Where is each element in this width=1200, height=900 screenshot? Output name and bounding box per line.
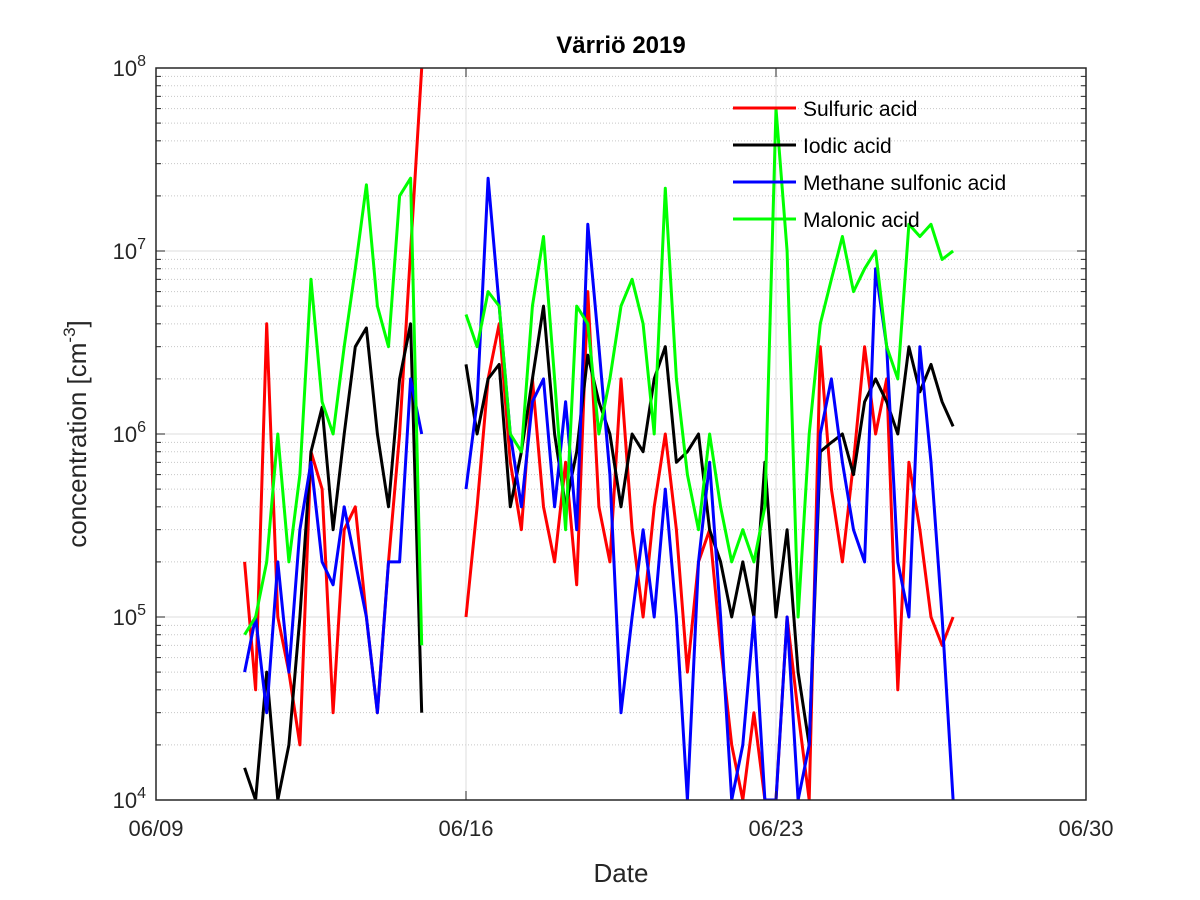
y-tick-label: 108 bbox=[113, 53, 146, 81]
y-tick-base: 10 bbox=[113, 56, 137, 81]
legend-label: Iodic acid bbox=[803, 135, 892, 158]
y-axis-label: concentration [cm-3] bbox=[60, 320, 92, 548]
chart-title: Värriö 2019 bbox=[556, 32, 685, 59]
y-tick-base: 10 bbox=[113, 788, 137, 813]
axis-ticks bbox=[155, 67, 1087, 801]
y-tick-exponent: 7 bbox=[137, 236, 146, 253]
y-tick-base: 10 bbox=[113, 239, 137, 264]
minor-grid bbox=[156, 75, 1086, 746]
legend-label: Sulfuric acid bbox=[803, 98, 917, 121]
y-tick-exponent: 8 bbox=[137, 53, 146, 70]
x-tick-label: 06/30 bbox=[1058, 816, 1113, 841]
y-tick-label: 106 bbox=[113, 419, 146, 447]
series-line-methane-sulfonic-acid bbox=[243, 176, 955, 800]
y-axis-label-main: concentration [cm bbox=[62, 343, 92, 548]
legend: Sulfuric acid Iodic acid Methane sulfonic … bbox=[733, 98, 1006, 232]
y-tick-label: 107 bbox=[113, 236, 146, 264]
x-tick-label: 06/23 bbox=[748, 816, 803, 841]
y-tick-exponent: 6 bbox=[137, 419, 146, 436]
x-tick-label: 06/16 bbox=[438, 816, 493, 841]
y-tick-label: 104 bbox=[113, 785, 146, 813]
y-tick-label: 105 bbox=[113, 602, 146, 630]
y-tick-base: 10 bbox=[113, 422, 137, 447]
x-tick-labels: 06/09 06/16 06/23 06/30 bbox=[128, 816, 1113, 841]
y-tick-base: 10 bbox=[113, 605, 137, 630]
series-line-malonic-acid bbox=[243, 107, 955, 646]
y-tick-exponent: 5 bbox=[137, 602, 146, 619]
x-tick-label: 06/09 bbox=[128, 816, 183, 841]
legend-label: Methane sulfonic acid bbox=[803, 172, 1006, 195]
legend-label: Malonic acid bbox=[803, 209, 920, 232]
series-layer bbox=[243, 68, 955, 800]
y-axis-label-end: ] bbox=[62, 320, 92, 327]
x-axis-label: Date bbox=[594, 858, 649, 888]
y-tick-exponent: 4 bbox=[137, 785, 146, 802]
y-axis-label-exponent: -3 bbox=[60, 327, 79, 342]
